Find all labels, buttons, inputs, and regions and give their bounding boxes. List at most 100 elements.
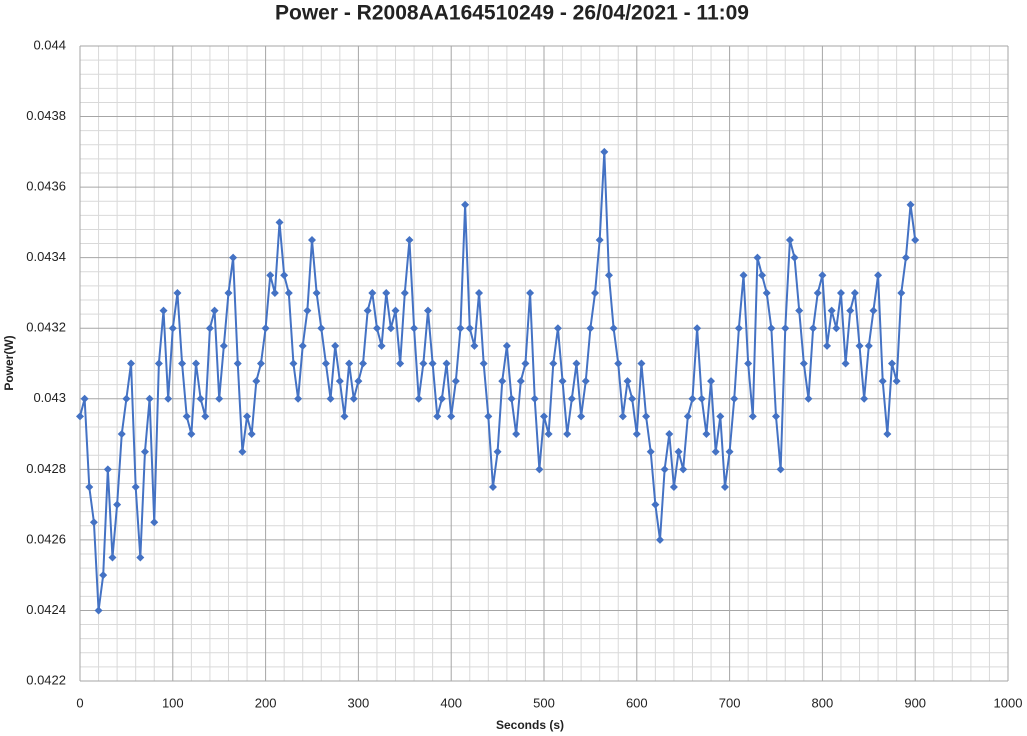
data-marker: [591, 288, 600, 297]
data-marker: [674, 447, 683, 456]
data-marker: [614, 359, 623, 368]
data-marker: [164, 394, 173, 403]
data-marker: [266, 271, 275, 280]
data-marker: [711, 447, 720, 456]
data-marker: [836, 288, 845, 297]
data-marker: [577, 412, 586, 421]
data-marker: [229, 253, 238, 262]
data-marker: [595, 236, 604, 245]
data-marker: [618, 412, 627, 421]
x-tick-label: 700: [719, 695, 741, 710]
data-marker: [572, 359, 581, 368]
y-tick-label: 0.0436: [26, 179, 66, 194]
data-marker: [433, 412, 442, 421]
data-marker: [906, 200, 915, 209]
data-marker: [841, 359, 850, 368]
data-marker: [586, 324, 595, 333]
data-marker: [168, 324, 177, 333]
data-marker: [753, 253, 762, 262]
data-marker: [549, 359, 558, 368]
data-marker: [702, 430, 711, 439]
data-marker: [637, 359, 646, 368]
data-marker: [720, 482, 729, 491]
data-marker: [331, 341, 340, 350]
data-marker: [683, 412, 692, 421]
y-tick-label: 0.0426: [26, 531, 66, 546]
data-marker: [628, 394, 637, 403]
data-marker: [461, 200, 470, 209]
data-marker: [396, 359, 405, 368]
data-marker: [192, 359, 200, 368]
data-marker: [479, 359, 488, 368]
data-marker: [665, 430, 674, 439]
data-marker: [386, 324, 395, 333]
data-marker: [799, 359, 808, 368]
data-marker: [781, 324, 790, 333]
data-marker: [447, 412, 456, 421]
data-marker: [76, 412, 84, 421]
data-marker: [809, 324, 818, 333]
data-marker: [530, 394, 539, 403]
data-marker: [748, 412, 757, 421]
data-marker: [795, 306, 804, 315]
data-marker: [688, 394, 697, 403]
data-marker: [888, 359, 896, 368]
data-marker: [414, 394, 423, 403]
data-marker: [553, 324, 562, 333]
data-marker: [730, 394, 739, 403]
data-marker: [391, 306, 400, 315]
data-marker: [140, 447, 149, 456]
data-marker: [308, 236, 316, 245]
y-tick-label: 0.0422: [26, 672, 66, 687]
data-marker: [516, 377, 525, 386]
data-marker: [178, 359, 187, 368]
data-marker: [127, 359, 136, 368]
data-marker: [475, 288, 484, 297]
data-marker: [428, 359, 437, 368]
x-tick-label: 900: [904, 695, 926, 710]
data-marker: [182, 412, 191, 421]
data-marker: [581, 377, 590, 386]
data-marker: [901, 253, 910, 262]
data-marker: [419, 359, 428, 368]
data-marker: [424, 306, 432, 315]
data-marker: [484, 412, 493, 421]
data-marker: [716, 412, 725, 421]
data-marker: [85, 482, 94, 491]
data-marker: [113, 500, 122, 509]
data-marker: [354, 377, 363, 386]
data-marker: [335, 377, 344, 386]
data-marker: [850, 288, 859, 297]
data-marker: [813, 288, 822, 297]
data-marker: [739, 271, 748, 280]
data-marker: [108, 553, 117, 562]
x-tick-label: 200: [255, 695, 277, 710]
data-marker: [707, 377, 716, 386]
data-marker: [567, 394, 576, 403]
data-marker: [493, 447, 502, 456]
data-marker: [660, 465, 669, 474]
data-marker: [224, 288, 233, 297]
data-marker: [679, 465, 688, 474]
data-marker: [210, 306, 219, 315]
data-marker: [897, 288, 906, 297]
data-marker: [303, 306, 312, 315]
data-marker: [656, 535, 664, 544]
data-marker: [776, 465, 785, 474]
data-marker: [734, 324, 743, 333]
data-marker: [646, 447, 655, 456]
data-marker: [284, 288, 293, 297]
x-tick-label: 500: [533, 695, 555, 710]
data-marker: [883, 430, 892, 439]
data-marker: [456, 324, 465, 333]
data-marker: [80, 394, 89, 403]
x-tick-label: 300: [348, 695, 370, 710]
data-marker: [345, 359, 354, 368]
data-marker: [368, 288, 377, 297]
data-marker: [173, 288, 182, 297]
data-marker: [349, 394, 358, 403]
data-marker: [451, 377, 460, 386]
data-marker: [609, 324, 618, 333]
data-marker: [196, 394, 205, 403]
